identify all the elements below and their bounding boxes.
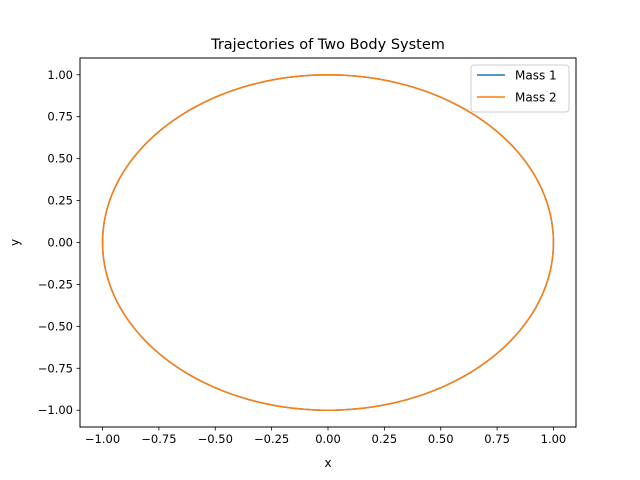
x-tick-label: 0.00	[315, 432, 341, 446]
y-tick-label: 1.00	[47, 68, 73, 82]
y-tick-label: 0.75	[47, 110, 73, 124]
y-tick-label: −0.50	[38, 319, 73, 333]
y-tick-label: −0.75	[38, 361, 73, 375]
x-tick-label: 0.25	[372, 432, 398, 446]
x-axis-ticks: −1.00 −0.75 −0.50 −0.25 0.00 0.25 0.50 0.75 1.00	[85, 427, 566, 446]
y-tick-label: −1.00	[38, 403, 73, 417]
x-tick-label: 0.75	[484, 432, 510, 446]
x-tick-label: −0.75	[141, 432, 176, 446]
legend-label-mass-1: Mass 1	[515, 69, 557, 83]
y-axis-label: y	[8, 239, 22, 246]
y-tick-label: −0.25	[38, 277, 73, 291]
x-tick-label: 1.00	[541, 432, 567, 446]
series-layer	[101, 74, 555, 411]
x-axis-label: x	[324, 456, 331, 470]
series-line-mass-2	[101, 74, 555, 411]
plot-area	[80, 58, 576, 427]
x-tick-label: −0.50	[198, 432, 233, 446]
legend-label-mass-2: Mass 2	[515, 91, 557, 105]
y-tick-label: 0.00	[47, 236, 73, 250]
legend: Mass 1 Mass 2	[470, 64, 570, 113]
y-axis-ticks: −1.00 −0.75 −0.50 −0.25 0.00 0.25 0.50 0.75 1.00	[38, 68, 80, 417]
chart-title: Trajectories of Two Body System	[210, 37, 445, 53]
x-tick-label: −1.00	[85, 432, 120, 446]
x-tick-label: 0.50	[428, 432, 454, 446]
y-tick-label: 0.50	[47, 152, 73, 166]
legend-box	[470, 64, 570, 113]
x-tick-label: −0.25	[254, 432, 289, 446]
y-tick-label: 0.25	[47, 194, 73, 208]
